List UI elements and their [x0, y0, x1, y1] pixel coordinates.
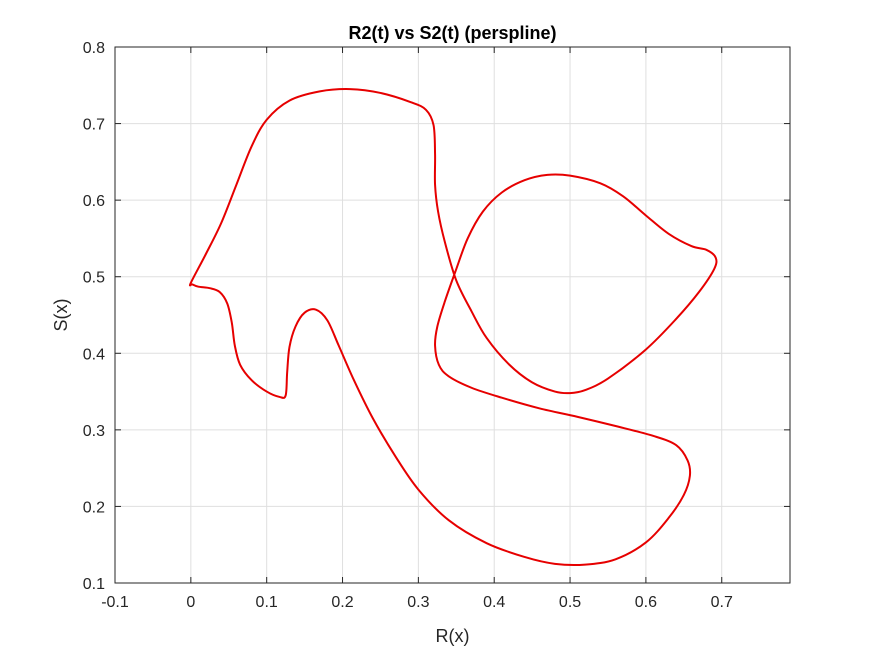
axes-box — [114, 46, 791, 584]
y-tick-label: 0.1 — [83, 576, 105, 593]
y-tick-label: 0.8 — [83, 40, 105, 57]
x-tick-label: 0.3 — [407, 594, 429, 611]
axes-background — [115, 47, 790, 583]
y-tick-label: 0.4 — [83, 346, 105, 363]
x-tick-label: 0.2 — [331, 594, 353, 611]
curve-layer — [188, 88, 718, 567]
x-tick-label: 0.6 — [635, 594, 657, 611]
x-tick-label: 0.4 — [483, 594, 505, 611]
y-tick-label: 0.5 — [83, 270, 105, 287]
y-tick-label: 0.2 — [83, 499, 105, 516]
series-line — [188, 88, 718, 567]
x-axis-label: R(x) — [436, 626, 470, 646]
y-tick-label: 0.7 — [83, 117, 105, 134]
y-tick-label: 0.3 — [83, 423, 105, 440]
chart-title: R2(t) vs S2(t) (perspline) — [348, 23, 556, 43]
x-tick-label: -0.1 — [101, 594, 129, 611]
x-tick-label: 0.1 — [256, 594, 278, 611]
y-tick-label: 0.6 — [83, 193, 105, 210]
x-tick-label: 0.5 — [559, 594, 581, 611]
ticks — [114, 46, 790, 584]
x-tick-label: 0 — [186, 594, 195, 611]
y-axis-label: S(x) — [51, 299, 71, 332]
x-tick-label: 0.7 — [711, 594, 733, 611]
tick-labels: -0.1 0 0.1 0.2 0.3 0.4 0.5 0.6 0.7 0.1 0.2 0.3 0.4 0.… — [83, 40, 733, 611]
